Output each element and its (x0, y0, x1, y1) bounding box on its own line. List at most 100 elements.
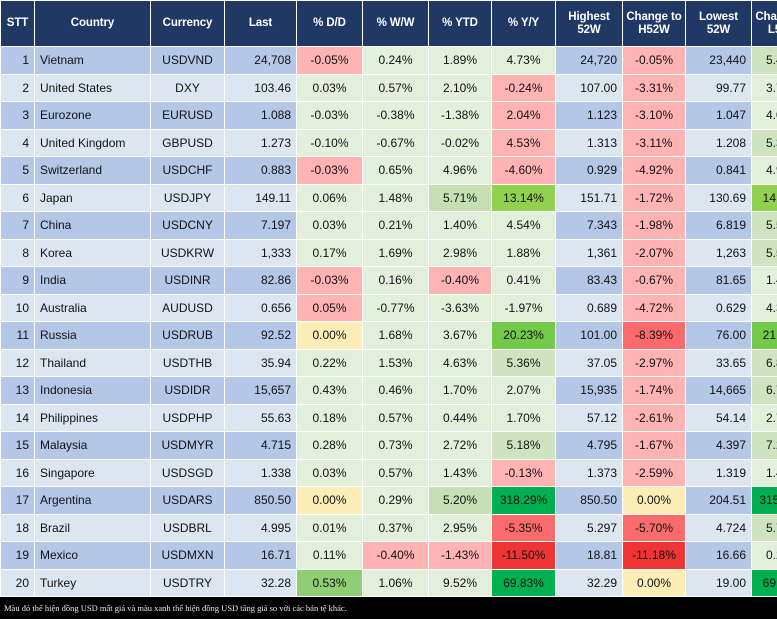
cell-country: China (35, 212, 151, 240)
cell-ytd: 0.44% (429, 404, 492, 432)
cell-ch52w: -4.72% (623, 294, 686, 322)
cell-h52w: 107.00 (556, 74, 623, 102)
column-header-h52w[interactable]: Highest 52W (556, 1, 623, 47)
cell-country: Switzerland (35, 157, 151, 185)
cell-country: Argentina (35, 487, 151, 515)
column-header-ww[interactable]: % W/W (363, 1, 429, 47)
cell-ww: -0.38% (363, 102, 429, 130)
cell-l52w: 23,440 (686, 47, 752, 75)
cell-yy: -1.97% (492, 294, 556, 322)
cell-dd: 0.11% (297, 542, 363, 570)
cell-ytd: 2.72% (429, 432, 492, 460)
cell-cl52w: 6.76% (752, 377, 777, 405)
cell-country: Japan (35, 184, 151, 212)
cell-cl52w: 21.74% (752, 322, 777, 350)
column-header-ytd[interactable]: % YTD (429, 1, 492, 47)
cell-dd: 0.43% (297, 377, 363, 405)
cell-last: 35.94 (225, 349, 297, 377)
cell-ww: 0.16% (363, 267, 429, 295)
cell-yy: 318.29% (492, 487, 556, 515)
cell-ch52w: -3.11% (623, 129, 686, 157)
column-header-last[interactable]: Last (225, 1, 297, 47)
cell-last: 7.197 (225, 212, 297, 240)
cell-yy: 5.36% (492, 349, 556, 377)
cell-dd: 0.53% (297, 569, 363, 597)
cell-stt: 11 (1, 322, 35, 350)
cell-h52w: 15,935 (556, 377, 623, 405)
cell-country: United States (35, 74, 151, 102)
cell-ww: -0.40% (363, 542, 429, 570)
cell-ch52w: 0.00% (623, 569, 686, 597)
cell-country: Singapore (35, 459, 151, 487)
cell-yy: 4.73% (492, 47, 556, 75)
cell-ytd: 5.20% (429, 487, 492, 515)
cell-stt: 10 (1, 294, 35, 322)
cell-country: Indonesia (35, 377, 151, 405)
cell-cl52w: 69.97% (752, 569, 777, 597)
cell-ytd: -1.43% (429, 542, 492, 570)
cell-l52w: 14,665 (686, 377, 752, 405)
column-header-dd[interactable]: % D/D (297, 1, 363, 47)
cell-country: Russia (35, 322, 151, 350)
cell-last: 16.71 (225, 542, 297, 570)
cell-l52w: 1.208 (686, 129, 752, 157)
cell-h52w: 101.00 (556, 322, 623, 350)
cell-last: 92.52 (225, 322, 297, 350)
cell-yy: 5.18% (492, 432, 556, 460)
column-header-cl52w[interactable]: Change to L52W (752, 1, 777, 47)
cell-cl52w: 7.23% (752, 432, 777, 460)
cell-cl52w: 14.09% (752, 184, 777, 212)
cell-h52w: 151.71 (556, 184, 623, 212)
cell-l52w: 81.65 (686, 267, 752, 295)
column-header-yy[interactable]: % Y/Y (492, 1, 556, 47)
cell-ch52w: -2.61% (623, 404, 686, 432)
cell-yy: 1.70% (492, 404, 556, 432)
cell-currency: USDPHP (151, 404, 225, 432)
cell-ww: 1.68% (363, 322, 429, 350)
cell-ch52w: -0.05% (623, 47, 686, 75)
cell-ch52w: -1.74% (623, 377, 686, 405)
cell-ch52w: -11.18% (623, 542, 686, 570)
column-header-l52w[interactable]: Lowest 52W (686, 1, 752, 47)
cell-last: 4.995 (225, 514, 297, 542)
cell-currency: USDARS (151, 487, 225, 515)
cell-dd: -0.03% (297, 267, 363, 295)
column-header-ch52w[interactable]: Change to H52W (623, 1, 686, 47)
cell-l52w: 0.629 (686, 294, 752, 322)
cell-stt: 14 (1, 404, 35, 432)
cell-l52w: 19.00 (686, 569, 752, 597)
cell-ch52w: -5.70% (623, 514, 686, 542)
cell-cl52w: 5.74% (752, 514, 777, 542)
column-header-country[interactable]: Country (35, 1, 151, 47)
column-header-stt[interactable]: STT (1, 1, 35, 47)
cell-dd: 0.06% (297, 184, 363, 212)
cell-ytd: 1.70% (429, 377, 492, 405)
cell-yy: -0.13% (492, 459, 556, 487)
cell-last: 0.883 (225, 157, 297, 185)
column-header-currency[interactable]: Currency (151, 1, 225, 47)
cell-ytd: -0.40% (429, 267, 492, 295)
cell-dd: -0.03% (297, 157, 363, 185)
cell-ww: 0.57% (363, 404, 429, 432)
cell-stt: 17 (1, 487, 35, 515)
